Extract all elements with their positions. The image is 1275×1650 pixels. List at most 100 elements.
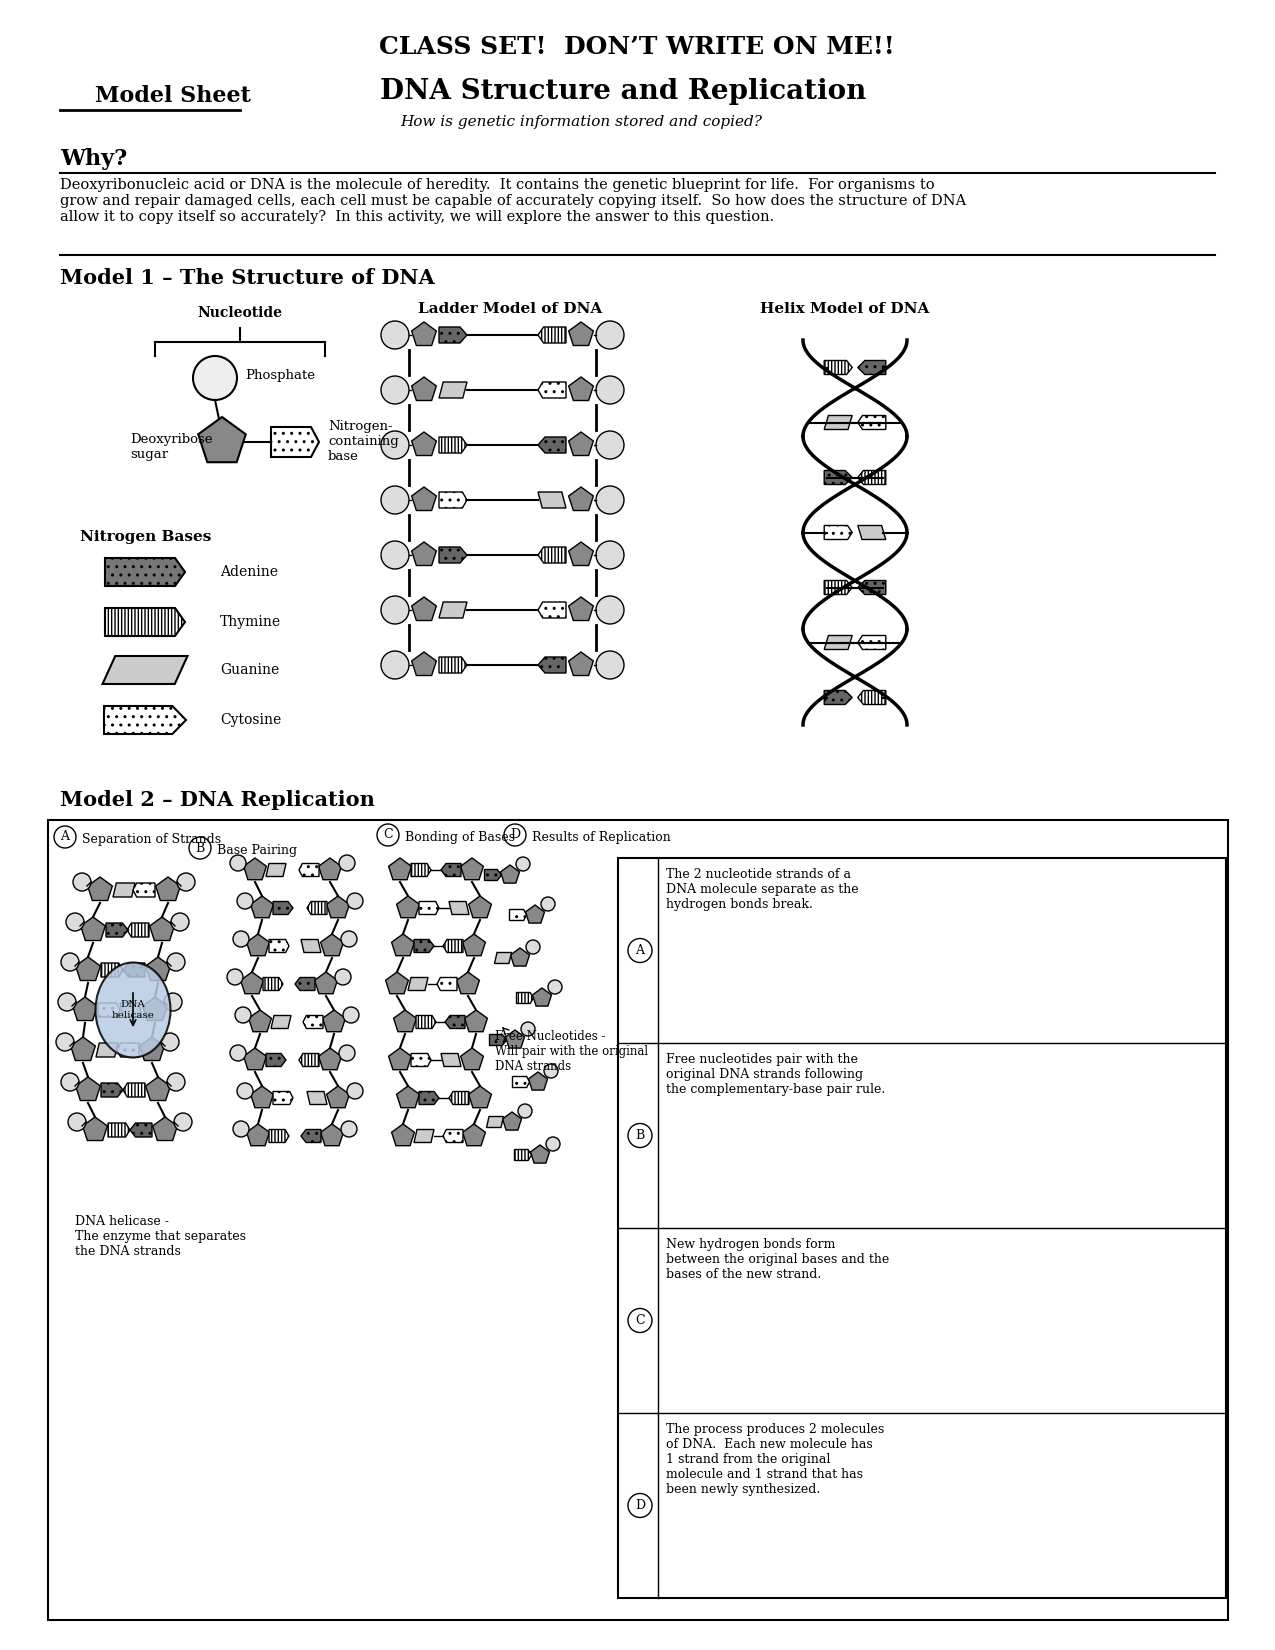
Polygon shape — [439, 437, 467, 454]
Polygon shape — [469, 1086, 491, 1107]
Text: Guanine: Guanine — [221, 663, 279, 676]
Ellipse shape — [527, 940, 541, 954]
Polygon shape — [569, 652, 593, 675]
Ellipse shape — [595, 652, 623, 680]
Text: Cytosine: Cytosine — [221, 713, 282, 728]
Polygon shape — [858, 470, 886, 485]
Ellipse shape — [339, 1044, 354, 1061]
Polygon shape — [389, 858, 412, 879]
Ellipse shape — [595, 596, 623, 624]
Polygon shape — [516, 993, 533, 1003]
Polygon shape — [437, 977, 456, 990]
Polygon shape — [538, 548, 566, 563]
Polygon shape — [98, 1003, 120, 1016]
Text: Deoxyribonucleic acid or DNA is the molecule of heredity.  It contains the genet: Deoxyribonucleic acid or DNA is the mole… — [60, 178, 966, 224]
Ellipse shape — [54, 827, 76, 848]
Polygon shape — [307, 901, 326, 914]
Ellipse shape — [541, 898, 555, 911]
Text: Free nucleotides pair with the
original DNA strands following
the complementary-: Free nucleotides pair with the original … — [666, 1053, 885, 1096]
Text: How is genetic information stored and copied?: How is genetic information stored and co… — [400, 116, 762, 129]
Polygon shape — [73, 997, 97, 1020]
Polygon shape — [858, 360, 886, 375]
Polygon shape — [326, 896, 349, 917]
Ellipse shape — [546, 1137, 560, 1152]
Text: Separation of Strands: Separation of Strands — [82, 833, 221, 846]
Ellipse shape — [61, 1072, 79, 1091]
Ellipse shape — [595, 431, 623, 459]
Polygon shape — [460, 858, 483, 879]
Polygon shape — [414, 1130, 434, 1142]
Polygon shape — [469, 896, 491, 917]
Ellipse shape — [230, 855, 246, 871]
Polygon shape — [301, 1130, 321, 1142]
Polygon shape — [246, 1124, 269, 1145]
Ellipse shape — [595, 322, 623, 350]
Ellipse shape — [381, 431, 409, 459]
Polygon shape — [140, 1036, 164, 1061]
Polygon shape — [419, 1092, 439, 1104]
Ellipse shape — [347, 893, 363, 909]
Text: D: D — [510, 828, 520, 842]
Ellipse shape — [629, 1124, 652, 1147]
Text: CLASS SET!  DON’T WRITE ON ME!!: CLASS SET! DON’T WRITE ON ME!! — [379, 35, 895, 59]
Polygon shape — [858, 416, 886, 429]
Text: B: B — [635, 1129, 645, 1142]
Polygon shape — [411, 1053, 431, 1066]
Polygon shape — [315, 972, 338, 993]
Polygon shape — [412, 322, 436, 345]
Polygon shape — [439, 383, 467, 398]
Ellipse shape — [193, 356, 237, 399]
Polygon shape — [122, 1082, 145, 1097]
Ellipse shape — [56, 1033, 74, 1051]
Polygon shape — [391, 934, 414, 955]
Ellipse shape — [73, 873, 91, 891]
Polygon shape — [156, 878, 180, 901]
Text: The process produces 2 molecules
of DNA.  Each new molecule has
1 strand from th: The process produces 2 molecules of DNA.… — [666, 1422, 885, 1497]
Polygon shape — [439, 602, 467, 619]
Polygon shape — [439, 657, 467, 673]
Text: Results of Replication: Results of Replication — [532, 832, 671, 845]
Polygon shape — [533, 988, 552, 1006]
Text: C: C — [635, 1313, 645, 1327]
Polygon shape — [326, 1086, 349, 1107]
Polygon shape — [397, 1086, 419, 1107]
Ellipse shape — [516, 856, 530, 871]
Polygon shape — [102, 657, 187, 685]
Polygon shape — [130, 1124, 152, 1137]
Polygon shape — [824, 470, 852, 485]
Polygon shape — [412, 432, 436, 455]
Polygon shape — [538, 492, 566, 508]
Polygon shape — [501, 865, 519, 883]
Text: B: B — [195, 842, 204, 855]
Ellipse shape — [343, 1006, 360, 1023]
Text: Nitrogen Bases: Nitrogen Bases — [80, 530, 212, 544]
Text: Adenine: Adenine — [221, 564, 278, 579]
Text: Model Sheet: Model Sheet — [96, 86, 251, 107]
Polygon shape — [824, 635, 852, 650]
Polygon shape — [145, 957, 171, 980]
Polygon shape — [569, 541, 593, 566]
Polygon shape — [105, 607, 185, 635]
Polygon shape — [510, 949, 529, 967]
Ellipse shape — [66, 912, 84, 931]
Polygon shape — [133, 883, 156, 898]
Ellipse shape — [629, 1493, 652, 1518]
Polygon shape — [108, 1124, 130, 1137]
Polygon shape — [439, 492, 467, 508]
Polygon shape — [569, 376, 593, 401]
Ellipse shape — [518, 1104, 532, 1119]
Ellipse shape — [237, 893, 252, 909]
Ellipse shape — [521, 1021, 536, 1036]
Polygon shape — [105, 706, 186, 734]
Text: A: A — [635, 944, 644, 957]
Polygon shape — [502, 1112, 521, 1130]
Polygon shape — [272, 427, 319, 457]
Polygon shape — [269, 1130, 289, 1142]
Polygon shape — [303, 1015, 323, 1028]
Ellipse shape — [629, 1308, 652, 1333]
Polygon shape — [273, 901, 293, 914]
Polygon shape — [456, 972, 479, 993]
Polygon shape — [75, 1077, 101, 1101]
Polygon shape — [412, 487, 436, 510]
Text: Nucleotide: Nucleotide — [198, 305, 283, 320]
